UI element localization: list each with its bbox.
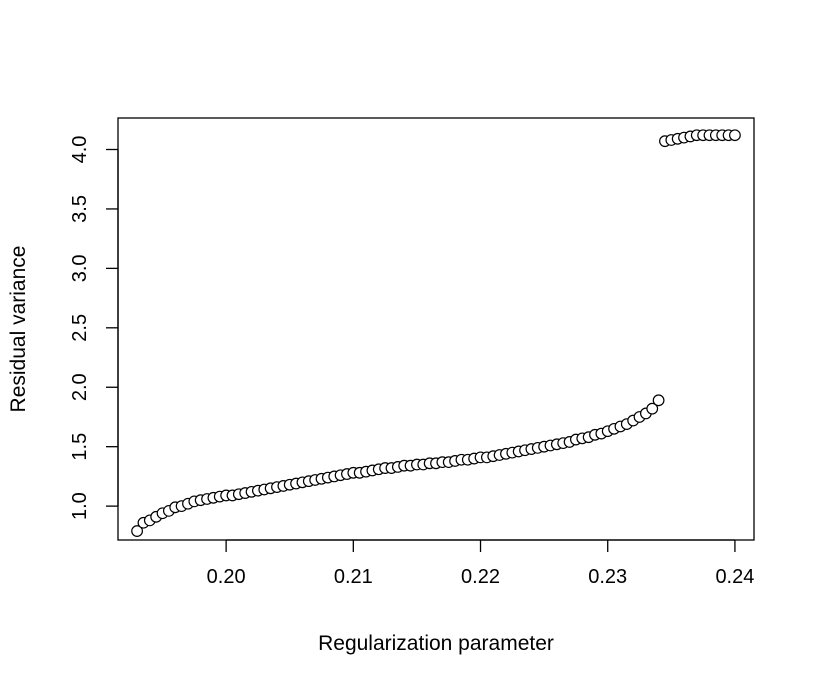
x-axis-title: Regularization parameter — [318, 632, 554, 655]
y-axis-title: Residual variance — [7, 246, 30, 413]
y-tick-label: 4.0 — [69, 136, 91, 164]
y-tick-label: 3.5 — [69, 195, 91, 223]
x-tick-label: 0.22 — [461, 566, 500, 588]
data-point — [652, 394, 665, 407]
data-points — [131, 129, 741, 537]
y-tick-label: 2.5 — [69, 314, 91, 342]
data-point — [646, 402, 659, 415]
y-tick-label: 3.0 — [69, 254, 91, 282]
y-tick-label: 2.0 — [69, 373, 91, 401]
x-tick-label: 0.24 — [715, 566, 754, 588]
x-tick-label: 0.20 — [207, 566, 246, 588]
x-tick-label: 0.21 — [334, 566, 373, 588]
data-point — [131, 525, 143, 537]
plot-area-border — [117, 117, 755, 541]
x-tick-label: 0.23 — [588, 566, 627, 588]
data-point — [729, 129, 741, 142]
y-tick-label: 1.0 — [69, 492, 91, 520]
y-axis: 1.0 1.5 2.0 2.5 3.0 3.5 4.0 — [69, 136, 119, 520]
y-tick-label: 1.5 — [69, 433, 91, 461]
x-axis: 0.20 0.21 0.22 0.23 0.24 — [207, 539, 754, 588]
